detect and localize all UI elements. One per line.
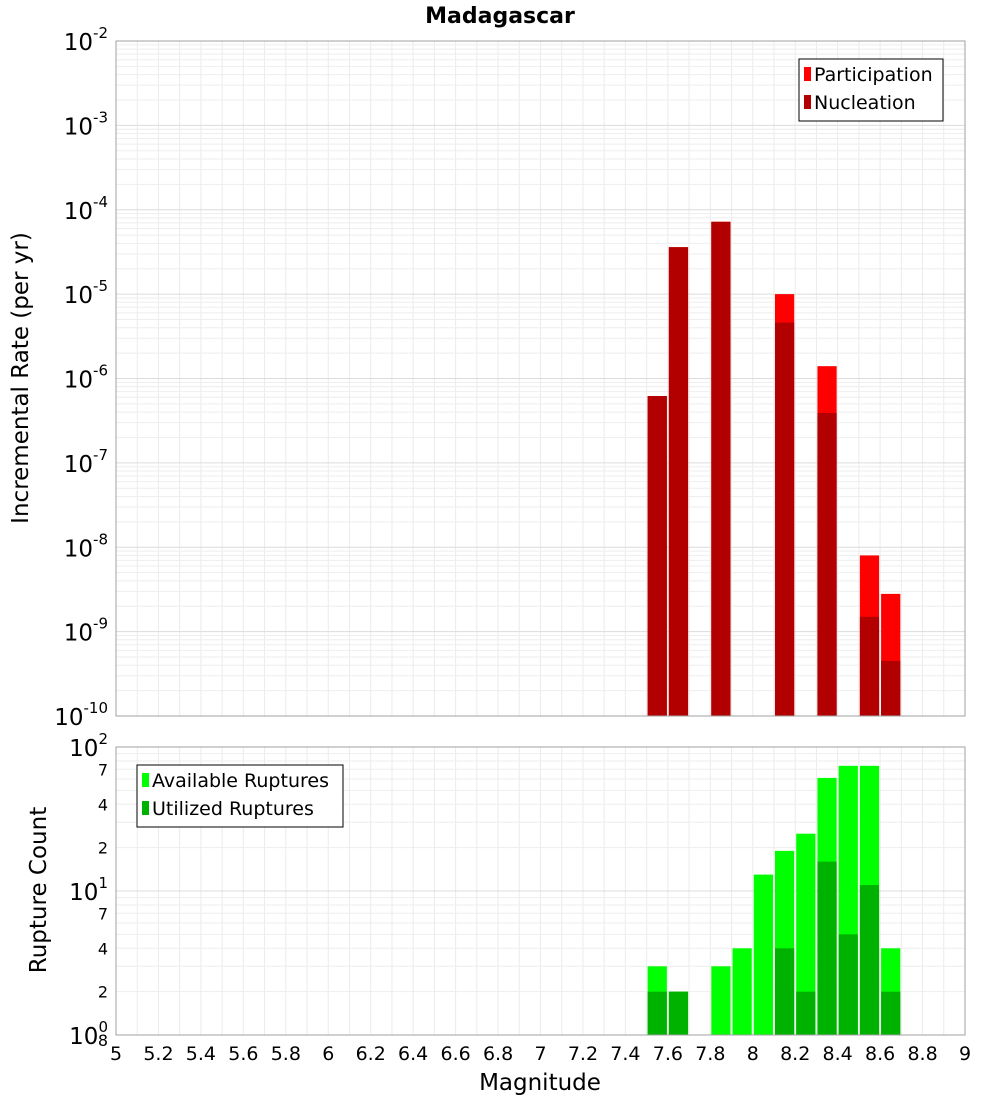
rate-y-tick-label: 10-9 [64, 615, 108, 647]
x-tick-label: 8 [747, 1043, 759, 1065]
rate-bar [881, 660, 901, 716]
count-bar [668, 991, 689, 1035]
x-tick-label: 6.2 [356, 1043, 386, 1065]
rate-y-tick-label: 10-2 [64, 24, 108, 56]
x-tick-label: 7.8 [695, 1043, 725, 1065]
count-y-minor-tick-label: 7 [98, 760, 108, 779]
count-bar [774, 948, 795, 1035]
x-tick-label: 6.6 [440, 1043, 470, 1065]
count-y-tick-label: 100 [69, 1018, 108, 1050]
rate-legend: Participation Nucleation [798, 58, 944, 122]
x-tick-label: 6.4 [398, 1043, 428, 1065]
count-panel: 100 101 102 8 2 4 7 2 4 7 5 5.2 5.4 5.6 5.8 6 6.2 6.4 6.6 6… [69, 730, 971, 1065]
rate-y-tick-label: 10-7 [64, 446, 108, 478]
x-axis-label: Magnitude [479, 1070, 601, 1096]
x-tick-label: 7 [534, 1043, 546, 1065]
count-plot-frame [115, 746, 966, 1036]
count-legend-label: Utilized Ruptures [152, 798, 314, 820]
rate-bar [647, 396, 667, 716]
rate-bar [817, 413, 837, 716]
count-y-minor-tick-label: 8 [98, 1031, 108, 1050]
count-bar [753, 874, 773, 1035]
count-y-tick-label: 102 [69, 730, 108, 762]
count-legend-swatch [142, 773, 149, 787]
count-legend-label: Available Ruptures [152, 770, 329, 792]
chart-title: Madagascar [425, 4, 575, 29]
rate-legend-swatch [804, 67, 811, 81]
x-tick-label: 5.6 [228, 1043, 258, 1065]
count-bar [859, 885, 880, 1035]
x-tick-label: 8.2 [780, 1043, 810, 1065]
x-tick-label: 7.6 [653, 1043, 683, 1065]
count-bar [647, 991, 667, 1035]
count-legend-box [136, 764, 344, 828]
count-y-minor-tick-label: 2 [98, 983, 108, 1002]
count-bar [838, 934, 858, 1035]
rate-y-axis-label: Incremental Rate (per yr) [8, 232, 34, 524]
count-y-ticks: 100 101 102 8 2 4 7 2 4 7 [69, 730, 108, 1050]
rate-y-tick-label: 10-4 [64, 193, 108, 225]
x-tick-label: 5 [110, 1043, 122, 1065]
rate-bar [859, 616, 880, 716]
x-tick-label: 7.4 [610, 1043, 640, 1065]
count-y-minor-tick-label: 4 [98, 939, 108, 958]
count-bar [796, 833, 816, 1035]
rate-y-tick-label: 10-10 [54, 699, 108, 731]
rate-bar [774, 322, 795, 716]
x-tick-label: 8.8 [907, 1043, 937, 1065]
rate-legend-label: Participation [814, 64, 933, 86]
rate-y-tick-label: 10-3 [64, 108, 108, 140]
rate-y-ticks: 10-10 10-9 10-8 10-7 10-6 10-5 10-4 10-3 10-2 [54, 24, 108, 731]
x-tick-label: 7.2 [568, 1043, 598, 1065]
count-legend-swatch [142, 801, 149, 815]
rate-y-tick-label: 10-6 [64, 362, 108, 394]
count-legend: Available Ruptures Utilized Ruptures [136, 764, 344, 828]
x-tick-label: 9 [959, 1043, 971, 1065]
count-bar [817, 861, 837, 1035]
count-bar [881, 991, 901, 1035]
rate-plot-frame [115, 40, 966, 717]
count-bar [711, 966, 731, 1035]
count-bar [796, 991, 816, 1035]
rate-y-tick-label: 10-5 [64, 277, 108, 309]
x-tick-label: 8.4 [823, 1043, 853, 1065]
count-y-axis-label: Rupture Count [26, 807, 52, 973]
x-tick-label: 5.8 [271, 1043, 301, 1065]
count-y-tick-label: 101 [69, 874, 108, 906]
x-tick-label: 5.2 [143, 1043, 173, 1065]
count-x-ticks: 5 5.2 5.4 5.6 5.8 6 6.2 6.4 6.6 6.8 7 7.2 7.4 7.6 7.8 8… [110, 1043, 971, 1065]
rate-bar [711, 221, 731, 716]
count-series-1 [647, 861, 901, 1035]
x-tick-label: 6 [322, 1043, 334, 1065]
rate-bar [668, 247, 689, 716]
x-tick-label: 5.4 [186, 1043, 216, 1065]
rate-series-1 [647, 221, 901, 716]
rate-legend-label: Nucleation [814, 92, 916, 114]
rate-panel: 10-10 10-9 10-8 10-7 10-6 10-5 10-4 10-3 10-2 Par… [54, 24, 966, 731]
x-tick-label: 8.6 [865, 1043, 895, 1065]
rate-legend-swatch [804, 95, 811, 109]
count-y-minor-tick-label: 4 [98, 795, 108, 814]
rate-legend-box [798, 58, 944, 122]
count-y-minor-tick-label: 7 [98, 904, 108, 923]
count-bar [732, 948, 752, 1035]
rate-y-tick-label: 10-8 [64, 530, 108, 562]
count-y-minor-tick-label: 2 [98, 839, 108, 858]
x-tick-label: 6.8 [483, 1043, 513, 1065]
rate-grid [115, 41, 966, 717]
